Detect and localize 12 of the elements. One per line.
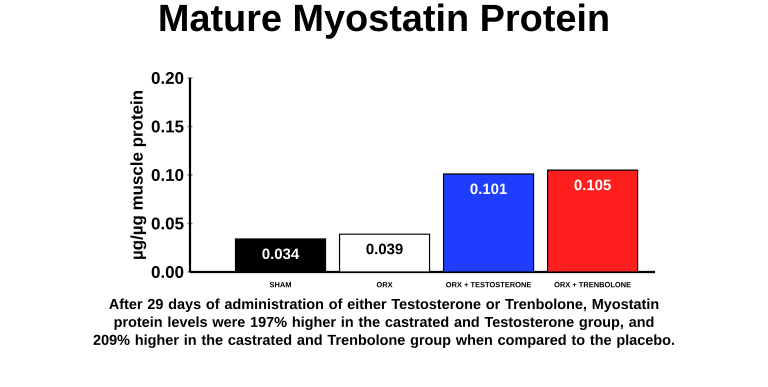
data-label: 0.039 <box>366 244 403 254</box>
y-tick-label: 0.00 <box>152 266 184 278</box>
data-label: 0.105 <box>574 180 611 190</box>
data-label: 0.101 <box>470 184 507 194</box>
y-axis-title: µg/µg muscle protein <box>130 91 146 259</box>
chart-title: Mature Myostatin Protein <box>160 4 608 39</box>
y-tick-label: 0.15 <box>152 120 184 132</box>
y-tick-label: 0.05 <box>152 218 184 230</box>
y-tick-label: 0.20 <box>152 72 184 84</box>
text: After 29 days of administration of either Testosterone or Trenbolone, Myostatin protein levels were 197% higher in the castrated and Testosterone group, and 209% higher in the castrated and Trenbolone group when compared to the placebo. <box>94 298 674 348</box>
data-label: 0.034 <box>262 248 300 260</box>
y-tick-label: 0.10 <box>152 169 184 181</box>
